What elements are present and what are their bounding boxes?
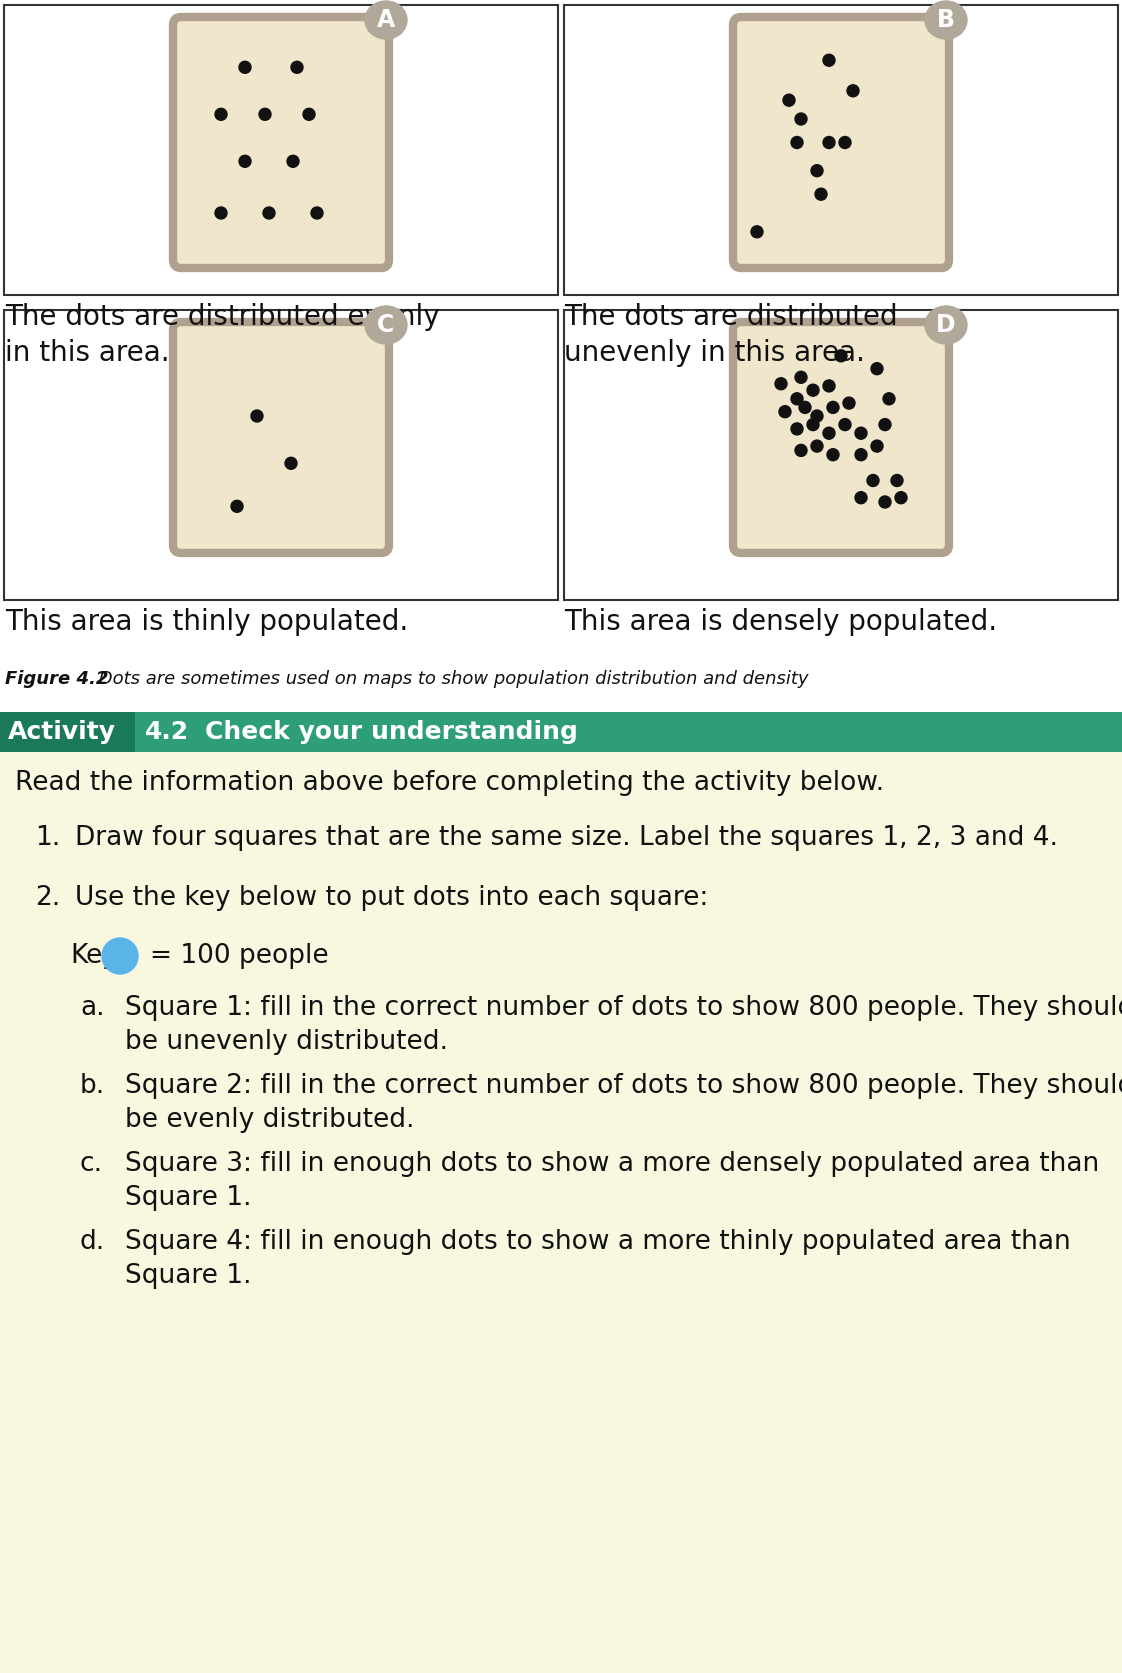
Circle shape: [835, 350, 847, 361]
Text: 4.2: 4.2: [145, 719, 190, 744]
Circle shape: [847, 85, 859, 97]
Circle shape: [291, 62, 303, 74]
Circle shape: [827, 448, 839, 460]
Circle shape: [855, 492, 867, 504]
Text: 2.: 2.: [35, 885, 61, 912]
FancyBboxPatch shape: [173, 17, 389, 268]
Circle shape: [287, 156, 298, 167]
Text: a.: a.: [80, 995, 104, 1021]
Circle shape: [811, 440, 824, 452]
Text: The dots are distributed evenly
in this area.: The dots are distributed evenly in this …: [4, 303, 440, 366]
Text: This area is densely populated.: This area is densely populated.: [564, 607, 997, 636]
Circle shape: [871, 363, 883, 375]
Circle shape: [839, 418, 850, 430]
Circle shape: [215, 109, 227, 120]
Circle shape: [239, 156, 251, 167]
Text: d.: d.: [80, 1230, 105, 1255]
Circle shape: [879, 418, 891, 430]
Text: Figure 4.2: Figure 4.2: [4, 669, 109, 688]
Text: Use the key below to put dots into each square:: Use the key below to put dots into each …: [75, 885, 708, 912]
Circle shape: [815, 187, 827, 201]
FancyBboxPatch shape: [173, 321, 389, 554]
Ellipse shape: [925, 2, 967, 38]
FancyBboxPatch shape: [733, 321, 949, 554]
Text: This area is thinly populated.: This area is thinly populated.: [4, 607, 408, 636]
Ellipse shape: [365, 306, 407, 345]
Text: Check your understanding: Check your understanding: [205, 719, 578, 744]
Circle shape: [883, 393, 895, 405]
Circle shape: [791, 137, 803, 149]
Bar: [4, 310, 558, 601]
Circle shape: [251, 410, 263, 422]
Text: Read the information above before completing the activity below.: Read the information above before comple…: [15, 770, 884, 796]
Circle shape: [824, 137, 835, 149]
Text: Square 1: fill in the correct number of dots to show 800 people. They should
be : Square 1: fill in the correct number of …: [125, 995, 1122, 1056]
Circle shape: [827, 402, 839, 413]
Circle shape: [285, 457, 297, 470]
Text: Square 4: fill in enough dots to show a more thinly populated area than
Square 1: Square 4: fill in enough dots to show a …: [125, 1230, 1070, 1288]
Circle shape: [811, 410, 824, 422]
Circle shape: [783, 94, 795, 105]
Bar: [564, 5, 1118, 294]
Circle shape: [799, 402, 811, 413]
Circle shape: [824, 54, 835, 67]
Text: Square 3: fill in enough dots to show a more densely populated area than
Square : Square 3: fill in enough dots to show a …: [125, 1151, 1100, 1211]
FancyBboxPatch shape: [733, 17, 949, 268]
Circle shape: [843, 397, 855, 410]
Text: 1.: 1.: [35, 825, 61, 852]
Text: Key:: Key:: [70, 944, 125, 969]
Circle shape: [807, 385, 819, 397]
Circle shape: [895, 492, 907, 504]
Circle shape: [811, 164, 824, 177]
Text: A: A: [377, 8, 395, 32]
Circle shape: [795, 445, 807, 457]
Text: Draw four squares that are the same size. Label the squares 1, 2, 3 and 4.: Draw four squares that are the same size…: [75, 825, 1058, 852]
Bar: [0, 713, 135, 751]
Circle shape: [795, 371, 807, 383]
Text: c.: c.: [80, 1151, 103, 1178]
Bar: [4, 5, 558, 294]
Bar: [0, 751, 1122, 1673]
Circle shape: [263, 207, 275, 219]
Circle shape: [311, 207, 323, 219]
Text: = 100 people: = 100 people: [150, 944, 329, 969]
Bar: [564, 310, 1118, 601]
Text: Activity: Activity: [8, 719, 116, 744]
Text: b.: b.: [80, 1072, 105, 1099]
Text: The dots are distributed
unevenly in this area.: The dots are distributed unevenly in thi…: [564, 303, 898, 366]
Circle shape: [807, 418, 819, 430]
Circle shape: [839, 137, 850, 149]
Circle shape: [795, 114, 807, 125]
Circle shape: [775, 378, 787, 390]
Text: D: D: [936, 313, 956, 336]
Circle shape: [259, 109, 272, 120]
Circle shape: [791, 423, 803, 435]
Circle shape: [779, 405, 791, 418]
Circle shape: [231, 500, 243, 512]
Ellipse shape: [365, 2, 407, 38]
Circle shape: [867, 475, 879, 487]
Circle shape: [791, 393, 803, 405]
Circle shape: [871, 440, 883, 452]
Circle shape: [879, 495, 891, 509]
Ellipse shape: [925, 306, 967, 345]
Circle shape: [855, 448, 867, 460]
Circle shape: [303, 109, 315, 120]
Circle shape: [239, 62, 251, 74]
Circle shape: [824, 427, 835, 440]
Circle shape: [824, 380, 835, 391]
Circle shape: [855, 427, 867, 440]
Bar: [0, 713, 1122, 751]
Text: Dots are sometimes used on maps to show population distribution and density: Dots are sometimes used on maps to show …: [93, 669, 809, 688]
Circle shape: [751, 226, 763, 238]
Text: B: B: [937, 8, 955, 32]
Circle shape: [891, 475, 903, 487]
Circle shape: [102, 939, 138, 974]
Text: Square 2: fill in the correct number of dots to show 800 people. They should
be : Square 2: fill in the correct number of …: [125, 1072, 1122, 1133]
Circle shape: [215, 207, 227, 219]
Text: C: C: [377, 313, 395, 336]
